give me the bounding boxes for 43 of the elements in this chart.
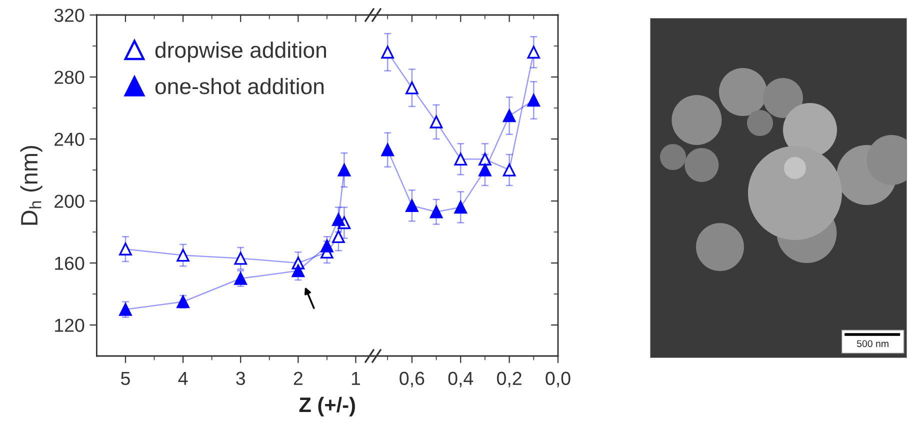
point (406, 81, 418, 94)
y-axis-title: D$_{h}$ (nm) (20, 146, 42, 225)
legend-label: dropwise addition (155, 42, 326, 62)
point (292, 264, 305, 278)
point (430, 205, 443, 218)
x-tick-label: 5 (121, 372, 130, 386)
point (478, 152, 492, 166)
x-axis-title: Z (+/-) (299, 396, 355, 416)
point (454, 200, 468, 214)
x-tick-label: 3 (236, 372, 245, 386)
x-tick-label: 2 (294, 372, 302, 385)
point (502, 109, 516, 122)
point (119, 303, 132, 316)
y-tick-label: 320 (54, 8, 84, 22)
x-tick-label: 0,0 (546, 372, 570, 388)
y-tick-label: 200 (54, 194, 84, 208)
text: 500 nm (856, 340, 888, 348)
y-tick-label: 120 (55, 318, 84, 332)
point (478, 164, 492, 176)
point (454, 152, 468, 166)
point (381, 143, 394, 156)
y-tick-label: 280 (54, 70, 84, 84)
x-tick-label: 1 (352, 372, 360, 385)
point (332, 213, 345, 226)
legend-label: one-shot addition (155, 78, 324, 94)
point (502, 164, 516, 176)
point (119, 242, 132, 256)
point (527, 94, 540, 107)
x-tick-label: 0,6 (400, 372, 424, 388)
point (527, 46, 540, 59)
point (176, 248, 190, 262)
y-tick-label: 160 (55, 256, 84, 270)
y-tick-label: 240 (54, 132, 84, 146)
x-tick-label: 0,2 (497, 372, 522, 388)
x-tick-label: 0,4 (448, 372, 474, 388)
x-tick-label: 4 (178, 372, 188, 385)
point (320, 240, 334, 252)
point (406, 199, 418, 212)
point (234, 252, 247, 265)
point (430, 116, 443, 128)
point (381, 46, 394, 59)
point (332, 230, 345, 244)
point (338, 164, 351, 176)
